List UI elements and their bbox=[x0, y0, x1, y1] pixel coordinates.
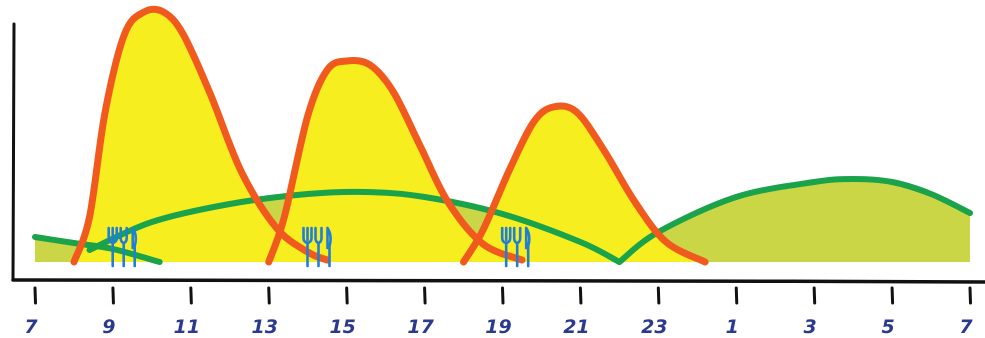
x-tick-label: 3 bbox=[804, 316, 817, 338]
x-tick-label: 7 bbox=[959, 316, 973, 338]
x-tick-mark bbox=[578, 286, 583, 305]
x-tick-mark bbox=[968, 286, 972, 305]
x-tick-mark bbox=[111, 286, 115, 305]
orange-peaks-line-2 bbox=[265, 57, 526, 266]
y-axis-line bbox=[11, 22, 16, 282]
green-wave-line-2 bbox=[86, 188, 623, 265]
area-fills bbox=[35, 9, 970, 262]
x-axis-line bbox=[11, 278, 985, 284]
orange-peaks-area-1 bbox=[73, 9, 328, 262]
x-tick-mark bbox=[501, 286, 505, 305]
x-tick-label: 11 bbox=[174, 316, 200, 338]
x-tick-mark bbox=[812, 286, 817, 305]
x-tick-mark bbox=[656, 286, 661, 305]
x-tick-mark bbox=[267, 286, 271, 305]
x-axis-ticks: 7 9 11 13 15 17 19 21 23 1 3 5 7 bbox=[24, 286, 973, 338]
x-tick-label: 13 bbox=[252, 316, 278, 338]
x-tick-mark bbox=[345, 286, 349, 305]
x-tick-mark bbox=[33, 286, 37, 305]
x-tick-label: 15 bbox=[329, 316, 355, 338]
orange-peaks-line-3 bbox=[460, 102, 709, 266]
x-tick-label: 19 bbox=[485, 316, 511, 338]
x-tick-label: 9 bbox=[102, 316, 115, 338]
series-lines bbox=[32, 5, 973, 266]
meal-markers bbox=[107, 226, 531, 268]
x-tick-label: 21 bbox=[563, 316, 589, 338]
orange-peaks-area-2 bbox=[268, 60, 522, 262]
x-tick-mark bbox=[890, 286, 895, 305]
x-tick-mark bbox=[423, 286, 427, 305]
x-tick-label: 17 bbox=[407, 316, 434, 338]
green-wave-line-3 bbox=[616, 176, 973, 265]
x-tick-label: 1 bbox=[726, 316, 739, 338]
fork-knife-icon bbox=[500, 226, 531, 268]
x-tick-mark bbox=[189, 286, 193, 305]
x-tick-label: 7 bbox=[24, 316, 38, 338]
fork-knife-icon bbox=[107, 226, 138, 268]
x-tick-mark bbox=[734, 286, 739, 305]
x-tick-label: 23 bbox=[641, 316, 667, 338]
x-tick-label: 5 bbox=[881, 316, 894, 338]
orange-peaks-line-1 bbox=[70, 5, 331, 266]
green-wave-area-3 bbox=[619, 179, 970, 262]
fork-knife-icon bbox=[302, 226, 332, 268]
